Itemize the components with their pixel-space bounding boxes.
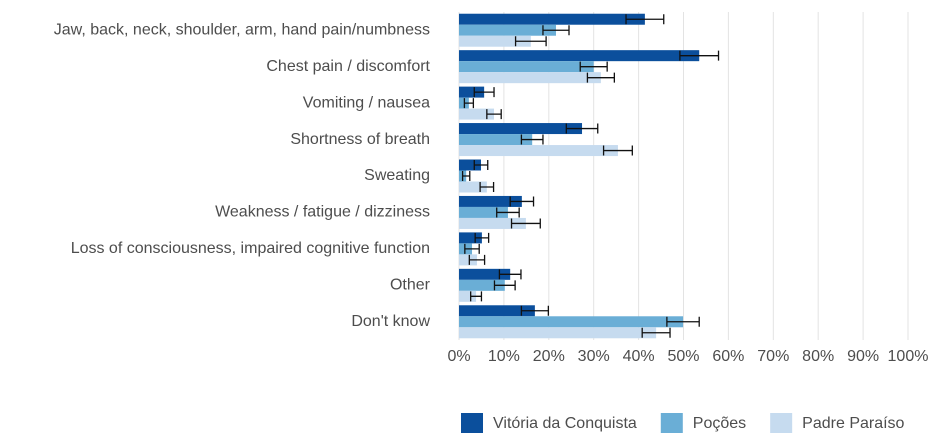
error-bar	[468, 254, 486, 265]
error-bar	[493, 280, 516, 291]
error-bar	[520, 305, 550, 316]
error-bar	[520, 134, 544, 145]
bar	[459, 290, 477, 302]
legend-label: Poções	[693, 415, 746, 432]
error-bar	[509, 196, 535, 207]
error-bar	[602, 145, 633, 156]
bar	[459, 268, 511, 280]
error-bar	[464, 243, 480, 254]
legend-swatch	[770, 413, 793, 435]
bar	[459, 279, 505, 291]
bar	[459, 316, 684, 328]
bar	[459, 254, 477, 266]
bar	[459, 181, 487, 193]
error-bar	[496, 207, 520, 218]
y-tick-label: Weakness / fatigue / dizziness	[215, 204, 430, 221]
bar	[459, 327, 657, 339]
x-tick-label: 20%	[533, 348, 565, 365]
bar	[459, 108, 495, 120]
x-tick-label: 50%	[667, 348, 699, 365]
error-bar	[463, 98, 475, 109]
error-bar	[461, 171, 471, 181]
x-tick-label: 100%	[888, 348, 929, 365]
y-tick-label: Shortness of breath	[290, 131, 430, 148]
error-bar	[641, 327, 671, 338]
y-tick-label: Don't know	[351, 313, 430, 330]
error-bar	[586, 72, 616, 83]
error-bar	[486, 109, 502, 120]
error-bar	[679, 50, 720, 61]
bar	[459, 61, 594, 73]
x-tick-label: 60%	[712, 348, 744, 365]
legend-swatch	[461, 413, 483, 435]
x-tick-label: 0%	[447, 348, 470, 365]
error-bar	[474, 232, 490, 243]
bar	[459, 217, 526, 229]
bar	[459, 232, 482, 244]
error-bar	[565, 123, 599, 134]
y-tick-label: Loss of consciousness, impaired cognitiv…	[71, 240, 430, 257]
error-bar	[542, 25, 570, 36]
bar	[459, 123, 583, 135]
error-bar	[479, 182, 495, 192]
y-tick-label: Other	[390, 277, 431, 294]
bar	[459, 24, 556, 36]
error-bar	[473, 87, 495, 98]
error-bar	[470, 291, 483, 302]
y-tick-label: Jaw, back, neck, shoulder, arm, hand pai…	[54, 21, 430, 38]
bar	[459, 50, 700, 62]
y-tick-label: Vomiting / nausea	[303, 94, 430, 111]
error-bar	[473, 160, 489, 170]
bar	[459, 86, 485, 98]
y-tick-label: Chest pain / discomfort	[266, 58, 430, 75]
bar	[459, 159, 482, 171]
x-tick-label: 80%	[802, 348, 834, 365]
y-tick-label: Sweating	[364, 167, 430, 184]
error-bar	[498, 269, 522, 280]
bar	[459, 195, 522, 207]
bar	[459, 72, 601, 84]
bar	[459, 13, 645, 25]
error-bar	[510, 218, 541, 229]
bar	[459, 305, 535, 317]
error-bar	[625, 14, 665, 25]
legend-swatch	[660, 413, 683, 435]
x-tick-label: 10%	[488, 348, 520, 365]
legend-label: Padre Paraíso	[802, 415, 904, 432]
bar	[459, 35, 531, 47]
error-bar	[579, 61, 608, 72]
bar	[459, 134, 533, 146]
error-bar	[666, 316, 700, 327]
bar	[459, 206, 508, 218]
legend-label: Vitória da Conquista	[493, 415, 637, 432]
x-tick-label: 90%	[847, 348, 879, 365]
bar	[459, 145, 618, 157]
x-tick-label: 40%	[623, 348, 655, 365]
error-bar	[514, 36, 547, 47]
x-tick-label: 70%	[757, 348, 789, 365]
x-tick-label: 30%	[578, 348, 610, 365]
